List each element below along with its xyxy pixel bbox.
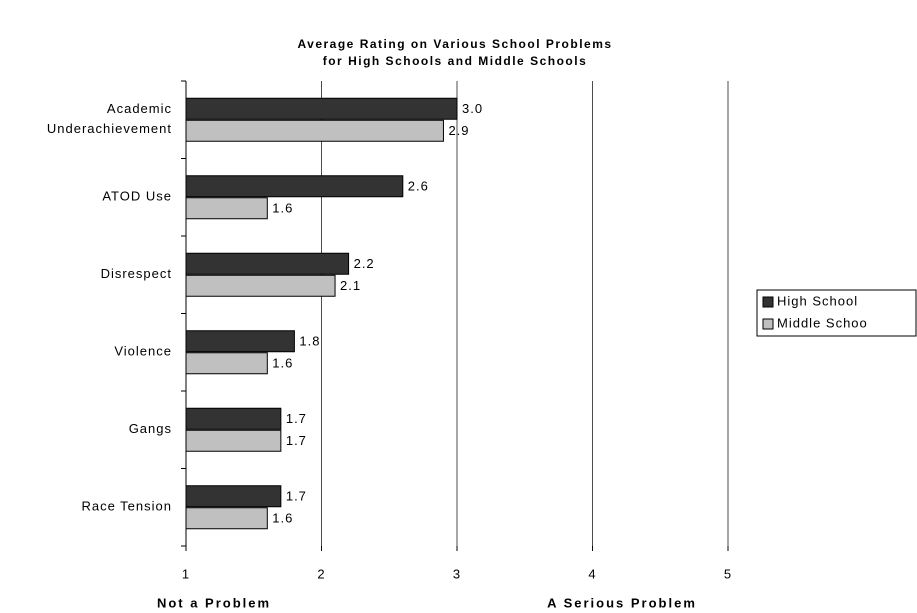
x-tick-label: 3: [453, 566, 461, 581]
bar: [185, 175, 404, 198]
bar: [185, 330, 295, 353]
legend-label: High School: [777, 293, 858, 308]
data-label: 2.1: [340, 278, 361, 293]
bar: [185, 429, 282, 452]
x-tick-label: 2: [317, 566, 325, 581]
bar: [185, 97, 458, 120]
x-tick-label: 4: [588, 566, 596, 581]
data-label: 1.8: [299, 334, 320, 349]
y-tick-label: Race Tension: [81, 499, 172, 514]
y-tick-label: Disrespect: [101, 266, 172, 281]
y-tick-label: Gangs: [129, 421, 172, 436]
data-label: 2.6: [408, 179, 429, 194]
bar: [185, 485, 282, 508]
x-axis-label: A Serious Problem: [547, 595, 697, 610]
legend-box: [756, 289, 917, 337]
data-label: 3.0: [462, 101, 483, 116]
data-label: 1.6: [272, 511, 293, 526]
chart-title: Average Rating on Various School Problem…: [297, 37, 612, 51]
data-label: 1.7: [286, 433, 307, 448]
y-tick-label: ATOD Use: [102, 189, 172, 204]
bar: [185, 407, 282, 430]
legend-label: Middle Schoo: [777, 315, 868, 330]
data-label: 1.7: [286, 489, 307, 504]
x-tick-label: 5: [724, 566, 732, 581]
bar: [185, 119, 444, 142]
bar: [185, 274, 336, 297]
data-label: 2.2: [354, 256, 375, 271]
legend-swatch: [762, 318, 774, 330]
x-axis-label: Not a Problem: [157, 595, 271, 610]
bar: [185, 197, 268, 220]
data-label: 1.6: [272, 356, 293, 371]
chart-subtitle: for High Schools and Middle Schools: [323, 54, 588, 68]
bar: [185, 352, 268, 375]
data-label: 2.9: [448, 123, 469, 138]
y-tick-label: Academic Underachievement: [47, 101, 172, 136]
y-tick-label: Violence: [114, 344, 172, 359]
bar: [185, 252, 350, 275]
legend-swatch: [762, 296, 774, 308]
data-label: 1.6: [272, 201, 293, 216]
x-tick-label: 1: [182, 566, 190, 581]
bar: [185, 507, 268, 530]
data-label: 1.7: [286, 411, 307, 426]
